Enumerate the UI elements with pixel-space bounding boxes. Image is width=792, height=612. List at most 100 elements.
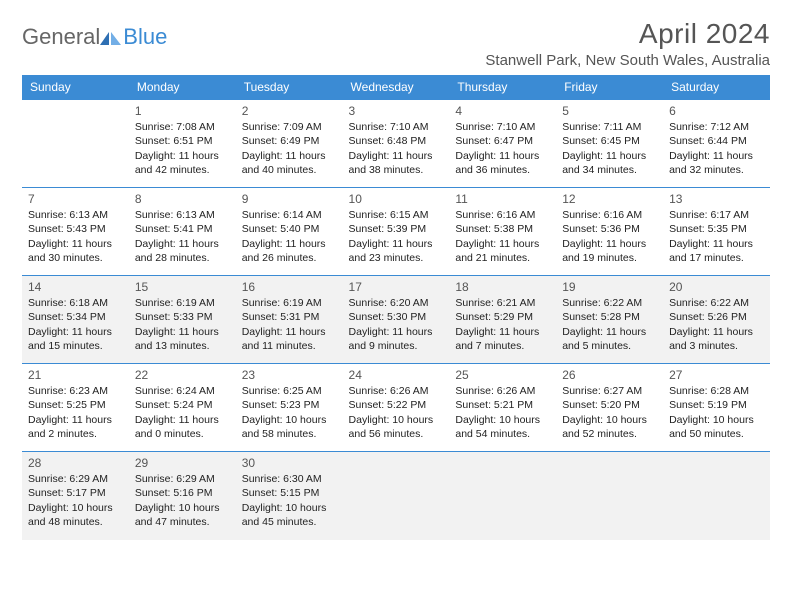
day-sunrise: Sunrise: 6:22 AM <box>669 296 764 310</box>
calendar-day-cell: 8Sunrise: 6:13 AMSunset: 5:41 PMDaylight… <box>129 188 236 276</box>
day-sunrise: Sunrise: 7:10 AM <box>455 120 550 134</box>
day-sunset: Sunset: 5:25 PM <box>28 398 123 412</box>
weekday-header: Friday <box>556 75 663 100</box>
calendar-week-row: 28Sunrise: 6:29 AMSunset: 5:17 PMDayligh… <box>22 452 770 540</box>
day-daylight2: and 30 minutes. <box>28 251 123 265</box>
day-number: 20 <box>669 279 764 295</box>
calendar-day-cell: 27Sunrise: 6:28 AMSunset: 5:19 PMDayligh… <box>663 364 770 452</box>
day-sunrise: Sunrise: 7:11 AM <box>562 120 657 134</box>
day-sunset: Sunset: 5:43 PM <box>28 222 123 236</box>
calendar-day-cell: 15Sunrise: 6:19 AMSunset: 5:33 PMDayligh… <box>129 276 236 364</box>
day-sunrise: Sunrise: 6:24 AM <box>135 384 230 398</box>
day-number: 1 <box>135 103 230 119</box>
day-sunset: Sunset: 5:16 PM <box>135 486 230 500</box>
calendar-day-cell: 11Sunrise: 6:16 AMSunset: 5:38 PMDayligh… <box>449 188 556 276</box>
day-sunset: Sunset: 5:30 PM <box>349 310 444 324</box>
day-number: 8 <box>135 191 230 207</box>
day-sunrise: Sunrise: 6:17 AM <box>669 208 764 222</box>
day-sunset: Sunset: 5:38 PM <box>455 222 550 236</box>
day-daylight1: Daylight: 10 hours <box>562 413 657 427</box>
day-sunrise: Sunrise: 6:16 AM <box>562 208 657 222</box>
day-daylight1: Daylight: 11 hours <box>242 149 337 163</box>
day-daylight2: and 26 minutes. <box>242 251 337 265</box>
day-sunrise: Sunrise: 6:16 AM <box>455 208 550 222</box>
day-number: 29 <box>135 455 230 471</box>
calendar-day-cell <box>343 452 450 540</box>
day-sunrise: Sunrise: 6:30 AM <box>242 472 337 486</box>
day-daylight2: and 54 minutes. <box>455 427 550 441</box>
calendar-day-cell: 16Sunrise: 6:19 AMSunset: 5:31 PMDayligh… <box>236 276 343 364</box>
day-daylight1: Daylight: 11 hours <box>135 237 230 251</box>
day-daylight2: and 15 minutes. <box>28 339 123 353</box>
day-number: 27 <box>669 367 764 383</box>
day-sunset: Sunset: 5:40 PM <box>242 222 337 236</box>
day-number: 12 <box>562 191 657 207</box>
calendar-day-cell <box>449 452 556 540</box>
day-sunrise: Sunrise: 6:29 AM <box>28 472 123 486</box>
weekday-header: Saturday <box>663 75 770 100</box>
day-daylight1: Daylight: 11 hours <box>562 237 657 251</box>
day-sunrise: Sunrise: 6:22 AM <box>562 296 657 310</box>
calendar-day-cell: 10Sunrise: 6:15 AMSunset: 5:39 PMDayligh… <box>343 188 450 276</box>
weekday-header: Wednesday <box>343 75 450 100</box>
day-number: 10 <box>349 191 444 207</box>
calendar-day-cell <box>663 452 770 540</box>
calendar-day-cell: 6Sunrise: 7:12 AMSunset: 6:44 PMDaylight… <box>663 100 770 188</box>
day-number: 23 <box>242 367 337 383</box>
calendar-day-cell: 7Sunrise: 6:13 AMSunset: 5:43 PMDaylight… <box>22 188 129 276</box>
day-daylight1: Daylight: 11 hours <box>669 237 764 251</box>
day-sunrise: Sunrise: 6:15 AM <box>349 208 444 222</box>
day-number: 3 <box>349 103 444 119</box>
day-daylight2: and 21 minutes. <box>455 251 550 265</box>
day-sunset: Sunset: 5:36 PM <box>562 222 657 236</box>
day-daylight2: and 3 minutes. <box>669 339 764 353</box>
day-sunrise: Sunrise: 6:13 AM <box>28 208 123 222</box>
day-daylight1: Daylight: 11 hours <box>242 325 337 339</box>
day-number: 30 <box>242 455 337 471</box>
weekday-header: Thursday <box>449 75 556 100</box>
day-sunrise: Sunrise: 6:19 AM <box>242 296 337 310</box>
day-sunset: Sunset: 5:39 PM <box>349 222 444 236</box>
day-daylight2: and 5 minutes. <box>562 339 657 353</box>
day-sunset: Sunset: 5:41 PM <box>135 222 230 236</box>
day-sunset: Sunset: 6:49 PM <box>242 134 337 148</box>
day-sunset: Sunset: 5:28 PM <box>562 310 657 324</box>
day-daylight1: Daylight: 11 hours <box>135 325 230 339</box>
day-daylight1: Daylight: 11 hours <box>28 325 123 339</box>
calendar-day-cell: 3Sunrise: 7:10 AMSunset: 6:48 PMDaylight… <box>343 100 450 188</box>
day-sunrise: Sunrise: 6:27 AM <box>562 384 657 398</box>
day-daylight1: Daylight: 11 hours <box>669 149 764 163</box>
day-daylight2: and 23 minutes. <box>349 251 444 265</box>
day-daylight1: Daylight: 10 hours <box>242 501 337 515</box>
calendar-day-cell: 1Sunrise: 7:08 AMSunset: 6:51 PMDaylight… <box>129 100 236 188</box>
day-sunset: Sunset: 5:20 PM <box>562 398 657 412</box>
calendar-day-cell: 21Sunrise: 6:23 AMSunset: 5:25 PMDayligh… <box>22 364 129 452</box>
day-daylight2: and 52 minutes. <box>562 427 657 441</box>
calendar-day-cell: 4Sunrise: 7:10 AMSunset: 6:47 PMDaylight… <box>449 100 556 188</box>
calendar-day-cell: 30Sunrise: 6:30 AMSunset: 5:15 PMDayligh… <box>236 452 343 540</box>
day-sunrise: Sunrise: 6:28 AM <box>669 384 764 398</box>
day-sunset: Sunset: 6:47 PM <box>455 134 550 148</box>
day-daylight2: and 36 minutes. <box>455 163 550 177</box>
day-daylight1: Daylight: 11 hours <box>455 325 550 339</box>
day-daylight2: and 32 minutes. <box>669 163 764 177</box>
day-daylight1: Daylight: 11 hours <box>669 325 764 339</box>
day-daylight2: and 17 minutes. <box>669 251 764 265</box>
day-daylight2: and 58 minutes. <box>242 427 337 441</box>
weekday-header: Tuesday <box>236 75 343 100</box>
day-daylight2: and 9 minutes. <box>349 339 444 353</box>
day-sunrise: Sunrise: 6:21 AM <box>455 296 550 310</box>
day-number: 18 <box>455 279 550 295</box>
day-sunrise: Sunrise: 7:10 AM <box>349 120 444 134</box>
day-sunrise: Sunrise: 7:08 AM <box>135 120 230 134</box>
day-daylight1: Daylight: 11 hours <box>349 237 444 251</box>
day-daylight1: Daylight: 11 hours <box>455 237 550 251</box>
day-daylight1: Daylight: 10 hours <box>135 501 230 515</box>
day-sunset: Sunset: 6:51 PM <box>135 134 230 148</box>
weekday-header-row: Sunday Monday Tuesday Wednesday Thursday… <box>22 75 770 100</box>
day-daylight1: Daylight: 10 hours <box>669 413 764 427</box>
day-daylight2: and 11 minutes. <box>242 339 337 353</box>
day-sunset: Sunset: 6:48 PM <box>349 134 444 148</box>
calendar-day-cell: 13Sunrise: 6:17 AMSunset: 5:35 PMDayligh… <box>663 188 770 276</box>
day-number: 26 <box>562 367 657 383</box>
